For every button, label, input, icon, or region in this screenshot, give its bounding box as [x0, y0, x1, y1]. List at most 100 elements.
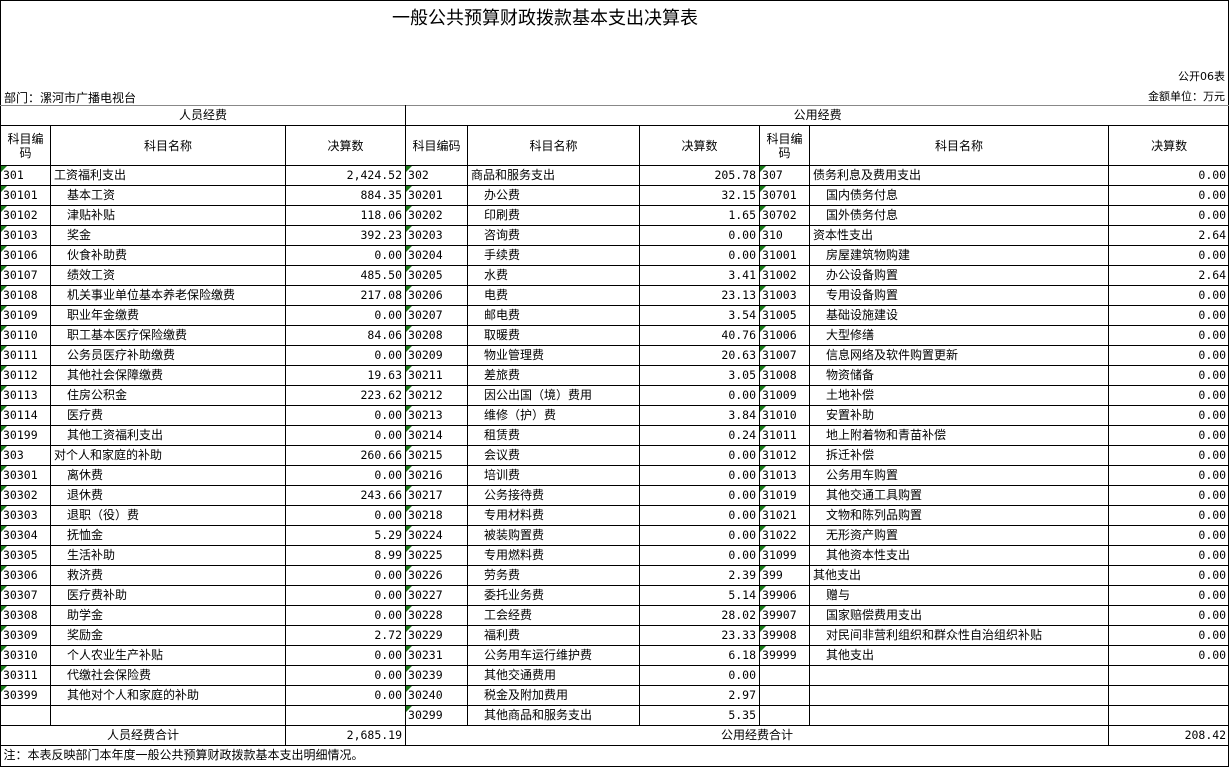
capital-other-code-cell: 31022	[759, 525, 811, 546]
public-total-value: 208.42	[1108, 725, 1229, 746]
personnel-code-cell: 30101	[0, 185, 51, 206]
personnel-value-cell: 0.00	[284, 605, 407, 626]
capital-other-value-cell: 2.64	[1108, 265, 1229, 286]
capital-other-code-cell: 31001	[759, 245, 811, 266]
header-name: 科目名称	[467, 125, 641, 166]
capital-other-value-cell	[1108, 705, 1229, 726]
personnel-value-cell: 0.00	[284, 345, 407, 366]
personnel-name-cell: 工资福利支出	[50, 165, 286, 186]
goods-services-code-cell: 30202	[405, 205, 469, 226]
personnel-value-cell: 260.66	[284, 445, 407, 466]
capital-other-value-cell: 0.00	[1108, 385, 1229, 406]
goods-services-code-cell: 30215	[405, 445, 469, 466]
capital-other-code-cell: 30701	[759, 185, 811, 206]
personnel-name-cell: 医疗费	[50, 405, 286, 426]
table-row: 30302 退休费 243.66 30217 公务接待费 0.00 31019 其他交通工具购…	[0, 485, 1229, 506]
goods-services-name-cell: 租赁费	[467, 425, 641, 446]
table-row: 30303 退职（役）费 0.00 30218 专用材料费 0.00 31021 文物和陈列品…	[0, 505, 1229, 526]
header-code: 科目编码	[405, 125, 469, 166]
capital-other-code-cell: 31009	[759, 385, 811, 406]
goods-services-code-cell: 30216	[405, 465, 469, 486]
personnel-name-cell: 津贴补贴	[50, 205, 286, 226]
goods-services-name-cell: 公务接待费	[467, 485, 641, 506]
goods-services-code-cell: 30207	[405, 305, 469, 326]
personnel-value-cell: 2.72	[284, 625, 407, 646]
capital-other-value-cell: 0.00	[1108, 645, 1229, 666]
personnel-code-cell	[0, 705, 51, 726]
goods-services-code-cell: 30203	[405, 225, 469, 246]
personnel-name-cell: 住房公积金	[50, 385, 286, 406]
form-number: 公开06表	[1178, 70, 1225, 83]
personnel-value-cell: 2,424.52	[284, 165, 407, 186]
goods-services-code-cell: 30204	[405, 245, 469, 266]
goods-services-code-cell: 30239	[405, 665, 469, 686]
goods-services-code-cell: 30226	[405, 565, 469, 586]
goods-services-value-cell: 0.00	[639, 225, 761, 246]
capital-other-value-cell: 0.00	[1108, 205, 1229, 226]
table-row: 30112 其他社会保障缴费 19.63 30211 差旅费 3.05 31008 物资储备 0…	[0, 365, 1229, 386]
capital-other-code-cell: 31006	[759, 325, 811, 346]
goods-services-code-cell: 30224	[405, 525, 469, 546]
personnel-value-cell: 0.00	[284, 405, 407, 426]
goods-services-name-cell: 专用燃料费	[467, 545, 641, 566]
personnel-name-cell: 助学金	[50, 605, 286, 626]
capital-other-code-cell: 31005	[759, 305, 811, 326]
personnel-code-cell: 30108	[0, 285, 51, 306]
goods-services-value-cell: 5.35	[639, 705, 761, 726]
goods-services-code-cell: 30206	[405, 285, 469, 306]
goods-services-name-cell: 差旅费	[467, 365, 641, 386]
capital-other-name-cell: 赠与	[809, 585, 1110, 606]
personnel-code-cell: 30303	[0, 505, 51, 526]
goods-services-value-cell: 0.00	[639, 545, 761, 566]
capital-other-code-cell: 31019	[759, 485, 811, 506]
table-row: 30108 机关事业单位基本养老保险缴费 217.08 30206 电费 23.13 310…	[0, 285, 1229, 306]
capital-other-value-cell: 0.00	[1108, 365, 1229, 386]
capital-other-value-cell: 0.00	[1108, 585, 1229, 606]
personnel-value-cell: 0.00	[284, 685, 407, 706]
personnel-code-cell: 303	[0, 445, 51, 466]
capital-other-value-cell: 0.00	[1108, 245, 1229, 266]
capital-other-value-cell: 0.00	[1108, 625, 1229, 646]
personnel-value-cell: 0.00	[284, 245, 407, 266]
personnel-name-cell: 代缴社会保险费	[50, 665, 286, 686]
personnel-code-cell: 30311	[0, 665, 51, 686]
personnel-code-cell: 30302	[0, 485, 51, 506]
personnel-name-cell: 基本工资	[50, 185, 286, 206]
capital-other-value-cell: 0.00	[1108, 405, 1229, 426]
header-value: 决算数	[284, 125, 407, 166]
capital-other-code-cell: 31012	[759, 445, 811, 466]
header-name: 科目名称	[50, 125, 286, 166]
goods-services-code-cell: 30225	[405, 545, 469, 566]
table-row: 301 工资福利支出 2,424.52 302 商品和服务支出 205.78 307 债务利息…	[0, 165, 1229, 186]
goods-services-value-cell: 0.00	[639, 485, 761, 506]
capital-other-code-cell: 39907	[759, 605, 811, 626]
personnel-code-cell: 30301	[0, 465, 51, 486]
personnel-value-cell: 884.35	[284, 185, 407, 206]
personnel-name-cell: 对个人和家庭的补助	[50, 445, 286, 466]
goods-services-value-cell: 205.78	[639, 165, 761, 186]
goods-services-name-cell: 维修（护）费	[467, 405, 641, 426]
personnel-code-cell: 30310	[0, 645, 51, 666]
goods-services-value-cell: 1.65	[639, 205, 761, 226]
capital-other-name-cell: 其他交通工具购置	[809, 485, 1110, 506]
goods-services-code-cell: 30212	[405, 385, 469, 406]
goods-services-code-cell: 30240	[405, 685, 469, 706]
goods-services-value-cell: 0.24	[639, 425, 761, 446]
personnel-name-cell: 机关事业单位基本养老保险缴费	[50, 285, 286, 306]
table-row: 30307 医疗费补助 0.00 30227 委托业务费 5.14 39906 赠与 0.00	[0, 585, 1229, 606]
personnel-code-cell: 30304	[0, 525, 51, 546]
public-total-label: 公用经费合计	[405, 725, 1110, 746]
table-row: 30111 公务员医疗补助缴费 0.00 30209 物业管理费 20.63 31007 信息…	[0, 345, 1229, 366]
department-label: 部门：漯河市广播电视台	[4, 91, 137, 105]
capital-other-value-cell: 0.00	[1108, 485, 1229, 506]
personnel-code-cell: 30110	[0, 325, 51, 346]
capital-other-code-cell	[759, 665, 811, 686]
table-row: 30102 津贴补贴 118.06 30202 印刷费 1.65 30702 国外债务付息 0.…	[0, 205, 1229, 226]
personnel-value-cell: 0.00	[284, 505, 407, 526]
capital-other-name-cell	[809, 685, 1110, 706]
personnel-code-cell: 30308	[0, 605, 51, 626]
table-row: 30309 奖励金 2.72 30229 福利费 23.33 39908 对民间非营利组织和群…	[0, 625, 1229, 646]
header-name: 科目名称	[809, 125, 1110, 166]
capital-other-name-cell: 其他资本性支出	[809, 545, 1110, 566]
capital-other-name-cell: 地上附着物和青苗补偿	[809, 425, 1110, 446]
